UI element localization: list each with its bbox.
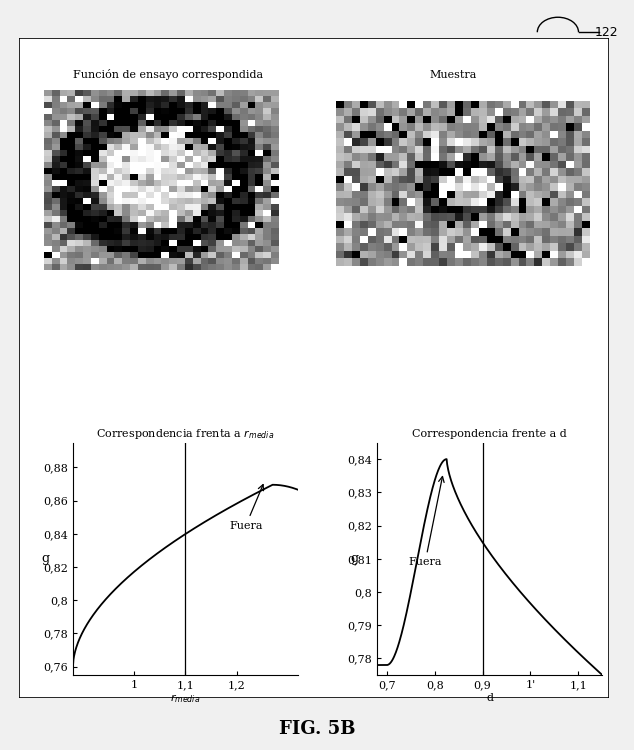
Y-axis label: g: g — [42, 552, 50, 566]
Text: Muestra: Muestra — [430, 70, 477, 80]
Text: Fuera: Fuera — [229, 484, 264, 531]
Text: FIG. 5B: FIG. 5B — [279, 720, 355, 738]
Y-axis label: g: g — [351, 552, 359, 566]
Title: Correspondencia frenta a $r_{media}$: Correspondencia frenta a $r_{media}$ — [96, 427, 275, 441]
X-axis label: d: d — [486, 693, 493, 703]
X-axis label: $r_{media}$: $r_{media}$ — [171, 693, 200, 706]
Text: Fuera: Fuera — [408, 476, 444, 568]
Title: Correspondencia frente a d: Correspondencia frente a d — [412, 429, 567, 439]
Text: Función de ensayo correspondida: Función de ensayo correspondida — [73, 69, 263, 80]
Text: 122: 122 — [595, 26, 618, 38]
FancyBboxPatch shape — [19, 38, 609, 698]
